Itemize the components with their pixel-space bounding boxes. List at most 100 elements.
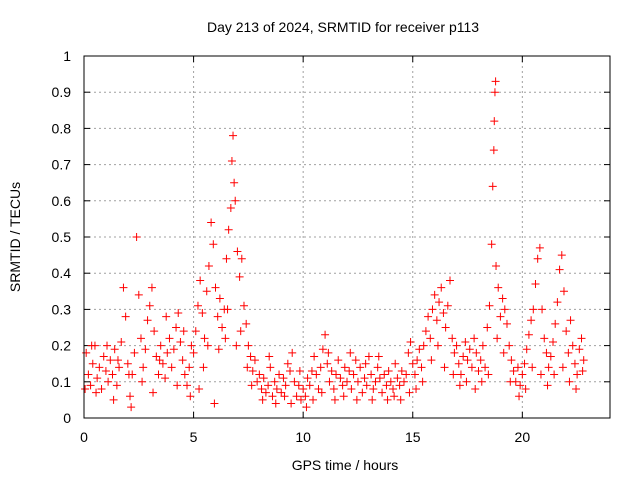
data-point xyxy=(97,385,106,394)
data-point xyxy=(432,316,441,325)
data-point xyxy=(141,345,150,354)
data-point xyxy=(443,301,452,310)
data-point xyxy=(406,337,415,346)
y-axis-label: SRMTID / TECUs xyxy=(7,182,23,292)
data-point xyxy=(332,370,341,379)
data-point xyxy=(419,341,428,350)
data-point xyxy=(265,352,274,361)
data-point xyxy=(542,348,551,357)
data-point xyxy=(270,377,279,386)
data-point xyxy=(221,334,230,343)
data-point xyxy=(481,363,490,372)
data-point xyxy=(467,363,476,372)
data-point xyxy=(558,363,567,372)
data-point xyxy=(232,341,241,350)
data-point xyxy=(485,301,494,310)
data-point xyxy=(223,305,232,314)
data-point xyxy=(336,374,345,383)
data-point xyxy=(551,319,560,328)
data-point xyxy=(202,287,211,296)
data-point xyxy=(169,345,178,354)
data-point xyxy=(93,374,102,383)
data-point xyxy=(281,381,290,390)
data-point xyxy=(349,370,358,379)
x-tick-label: 15 xyxy=(405,429,421,445)
data-point xyxy=(487,240,496,249)
data-point xyxy=(277,388,286,397)
data-point xyxy=(258,395,267,404)
data-point xyxy=(371,377,380,386)
data-point xyxy=(180,370,189,379)
data-point xyxy=(373,363,382,372)
data-point xyxy=(183,381,192,390)
data-point xyxy=(103,341,112,350)
data-point xyxy=(275,370,284,379)
data-point xyxy=(162,312,171,321)
data-point xyxy=(115,363,124,372)
data-point xyxy=(568,341,577,350)
data-point xyxy=(408,359,417,368)
data-point xyxy=(112,381,121,390)
y-tick-label: 0.5 xyxy=(52,229,72,245)
data-point xyxy=(155,356,164,365)
data-point xyxy=(229,131,238,140)
data-point xyxy=(186,392,195,401)
data-point xyxy=(455,381,464,390)
data-point xyxy=(121,312,130,321)
data-point xyxy=(287,399,296,408)
data-point xyxy=(441,323,450,332)
data-point xyxy=(421,327,430,336)
data-point xyxy=(399,377,408,386)
data-point xyxy=(522,345,531,354)
data-point xyxy=(321,330,330,339)
y-tick-label: 0.3 xyxy=(52,301,72,317)
data-point xyxy=(518,370,527,379)
data-point xyxy=(345,366,354,375)
data-point xyxy=(242,319,251,328)
data-point xyxy=(496,312,505,321)
data-point xyxy=(562,327,571,336)
data-point xyxy=(239,301,248,310)
data-point xyxy=(261,388,270,397)
data-point xyxy=(139,363,148,372)
data-point xyxy=(290,377,299,386)
data-point xyxy=(253,377,262,386)
data-point xyxy=(84,370,93,379)
data-point xyxy=(417,363,426,372)
data-point xyxy=(109,395,118,404)
data-point xyxy=(364,352,373,361)
data-point xyxy=(488,182,497,191)
data-point xyxy=(127,403,136,412)
data-point xyxy=(247,381,256,390)
data-point xyxy=(490,88,499,97)
data-point xyxy=(296,395,305,404)
data-point xyxy=(527,316,536,325)
data-point xyxy=(533,254,542,263)
data-point xyxy=(255,370,264,379)
data-point xyxy=(462,377,471,386)
data-point xyxy=(368,395,377,404)
data-point xyxy=(104,377,113,386)
data-point xyxy=(325,377,334,386)
data-point xyxy=(461,337,470,346)
data-point xyxy=(248,366,257,375)
data-point xyxy=(343,377,351,386)
data-point xyxy=(316,363,325,372)
data-point xyxy=(218,323,227,332)
data-point xyxy=(428,305,437,314)
data-point xyxy=(572,385,581,394)
data-point xyxy=(250,356,259,365)
data-point xyxy=(309,395,318,404)
data-point xyxy=(198,309,207,318)
data-point xyxy=(207,218,216,227)
data-point xyxy=(538,305,547,314)
data-point xyxy=(167,363,176,372)
x-tick-label: 0 xyxy=(80,429,88,445)
data-point xyxy=(264,381,273,390)
data-point xyxy=(324,348,333,357)
data-point xyxy=(312,370,321,379)
data-point xyxy=(339,392,348,401)
data-point xyxy=(540,334,549,343)
data-point xyxy=(257,385,266,394)
data-point xyxy=(210,399,219,408)
